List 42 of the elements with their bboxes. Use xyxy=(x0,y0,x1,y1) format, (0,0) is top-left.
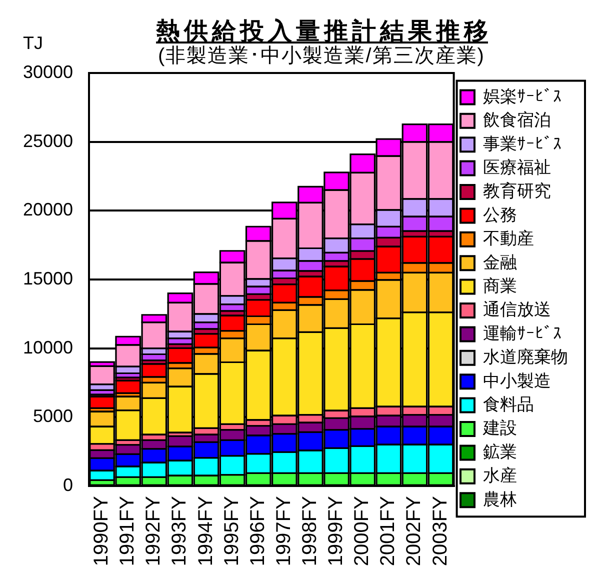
x-tick-label: 1994FY xyxy=(194,496,217,566)
x-tick-label: 2003FY xyxy=(429,496,452,566)
legend-label: 食料品 xyxy=(483,394,534,414)
y-tick-label: 20000 xyxy=(22,200,73,220)
legend-label: 建設 xyxy=(482,418,517,438)
x-tick-label: 1990FY xyxy=(90,496,113,566)
y-tick-label: 15000 xyxy=(22,268,73,288)
y-axis-title: TJ xyxy=(23,33,43,53)
x-tick-label: 1991FY xyxy=(116,496,139,566)
legend-label: 教育研究 xyxy=(483,182,551,201)
legend-label: 鉱業 xyxy=(483,442,517,462)
legend-label: 中小製造 xyxy=(483,371,551,390)
y-tick-label: 0 xyxy=(62,474,73,495)
x-tick-label: 2001FY xyxy=(377,496,400,566)
legend-label: 娯楽ｻｰﾋﾞｽ xyxy=(483,86,562,106)
x-tick-label: 1999FY xyxy=(325,496,348,566)
legend-label: 商業 xyxy=(483,276,517,296)
legend-label: 運輸ｻｰﾋﾞｽ xyxy=(483,324,562,343)
x-tick-label: 1992FY xyxy=(142,496,165,566)
legend-label: 農林 xyxy=(483,490,517,509)
legend-label: 医療福祉 xyxy=(483,158,551,177)
legend-label: 金融 xyxy=(483,252,517,272)
chart-title: 熱供給投入量推計結果推移 xyxy=(155,18,492,45)
x-tick-label: 2000FY xyxy=(351,496,374,566)
legend-label: 水道廃棄物 xyxy=(483,348,568,367)
y-tick-label: 30000 xyxy=(22,62,73,82)
legend-label: 飲食宿泊 xyxy=(483,110,551,130)
legend-label: 水産 xyxy=(483,466,517,486)
y-tick-label: 25000 xyxy=(22,130,73,151)
x-tick-label: 1997FY xyxy=(272,496,295,566)
x-tick-label: 1998FY xyxy=(299,496,321,566)
x-tick-label: 1993FY xyxy=(168,496,191,566)
legend-label: 事業ｻｰﾋﾞｽ xyxy=(483,134,562,154)
x-tick-label: 1996FY xyxy=(246,496,269,566)
x-tick-label: 2002FY xyxy=(403,496,426,566)
y-tick-label: 5000 xyxy=(32,406,73,426)
legend-label: 不動産 xyxy=(483,229,534,248)
y-tick-label: 10000 xyxy=(22,337,73,358)
x-tick-label: 1995FY xyxy=(220,496,243,566)
legend-label: 通信放送 xyxy=(483,300,551,320)
legend-label: 公務 xyxy=(483,205,517,224)
chart-subtitle: (非製造業･中小製造業/第三次産業) xyxy=(158,45,485,67)
